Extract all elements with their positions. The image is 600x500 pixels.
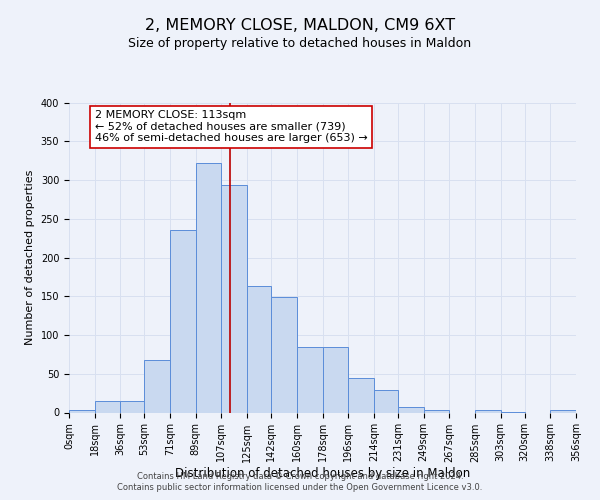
Text: Contains public sector information licensed under the Open Government Licence v3: Contains public sector information licen…	[118, 484, 482, 492]
Text: Contains HM Land Registry data © Crown copyright and database right 2024.: Contains HM Land Registry data © Crown c…	[137, 472, 463, 481]
Text: 2, MEMORY CLOSE, MALDON, CM9 6XT: 2, MEMORY CLOSE, MALDON, CM9 6XT	[145, 18, 455, 32]
Bar	[550, 410, 576, 412]
Y-axis label: Number of detached properties: Number of detached properties	[25, 170, 35, 345]
Bar	[297, 346, 323, 412]
Bar	[145, 360, 170, 412]
Bar	[374, 390, 398, 412]
Text: 2 MEMORY CLOSE: 113sqm
← 52% of detached houses are smaller (739)
46% of semi-de: 2 MEMORY CLOSE: 113sqm ← 52% of detached…	[95, 110, 367, 144]
Text: Size of property relative to detached houses in Maldon: Size of property relative to detached ho…	[128, 38, 472, 51]
Bar	[120, 401, 145, 412]
Bar	[475, 410, 500, 412]
Bar	[170, 230, 196, 412]
X-axis label: Distribution of detached houses by size in Maldon: Distribution of detached houses by size …	[175, 467, 470, 480]
Bar	[196, 163, 221, 412]
Bar	[95, 401, 120, 412]
Bar	[271, 297, 297, 412]
Bar	[69, 410, 95, 412]
Bar	[247, 286, 271, 412]
Bar	[348, 378, 374, 412]
Bar	[221, 186, 247, 412]
Bar	[398, 407, 424, 412]
Bar	[323, 346, 348, 412]
Bar	[424, 410, 449, 412]
